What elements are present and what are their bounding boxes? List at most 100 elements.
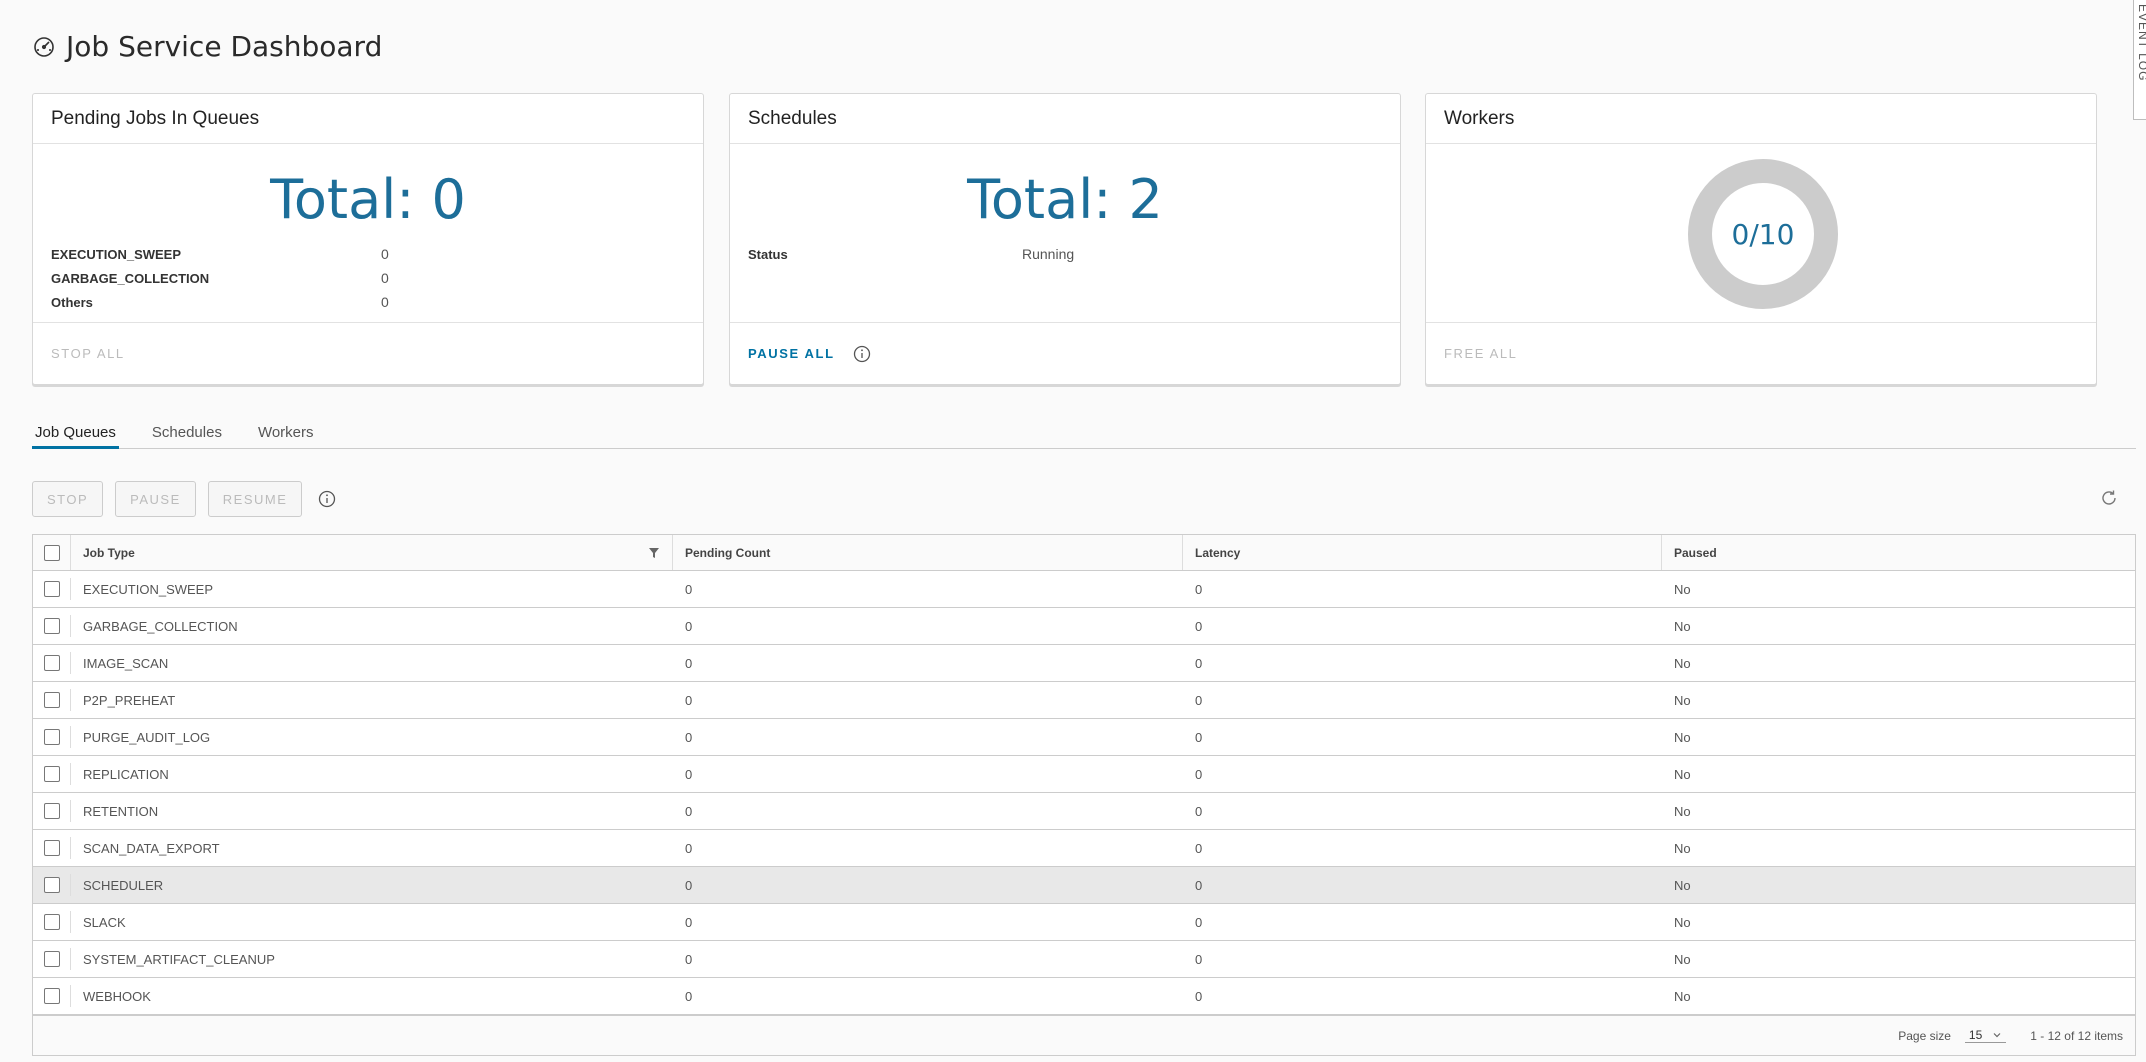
resume-button[interactable]: RESUME — [207, 481, 303, 517]
cell-job-type: SCAN_DATA_EXPORT — [83, 840, 220, 856]
cell-pending-count: 0 — [685, 951, 693, 967]
info-icon[interactable] — [853, 345, 871, 363]
schedules-card: Schedules Total: 2 Status Running PAUSE … — [729, 93, 1401, 385]
row-checkbox[interactable] — [43, 581, 60, 597]
free-all-button[interactable]: FREE ALL — [1444, 346, 1518, 361]
pending-jobs-card: Pending Jobs In Queues Total: 0 EXECUTIO… — [32, 93, 704, 385]
pending-jobs-card-footer: STOP ALL — [33, 322, 703, 384]
chevron-down-icon — [1992, 1030, 2002, 1040]
row-checkbox[interactable] — [43, 692, 60, 708]
cell-pending-count: 0 — [685, 692, 693, 708]
row-select-cell — [33, 911, 71, 933]
row-checkbox[interactable] — [43, 618, 60, 634]
stop-all-button[interactable]: STOP ALL — [51, 346, 125, 361]
schedules-total: Total: 2 — [967, 168, 1163, 231]
cell-job-type: SYSTEM_ARTIFACT_CLEANUP — [83, 951, 275, 967]
cell-job-type: WEBHOOK — [83, 988, 151, 1004]
cell-latency: 0 — [1195, 729, 1203, 745]
cell-paused: No — [1674, 655, 1691, 671]
cell-job-type: P2P_PREHEAT — [83, 692, 176, 708]
stop-button[interactable]: STOP — [32, 481, 104, 517]
row-checkbox[interactable] — [43, 729, 60, 745]
cell-pending-count: 0 — [685, 655, 693, 671]
header-latency[interactable]: Latency — [1183, 535, 1662, 570]
row-checkbox[interactable] — [43, 914, 60, 930]
page-size-select[interactable]: 15 — [1964, 1028, 2007, 1043]
event-log-tab[interactable]: EVENT LOG — [2133, 0, 2146, 120]
cell-pending-count: 0 — [685, 840, 693, 856]
tab-workers[interactable]: Workers — [257, 424, 314, 441]
pending-row-key: Others — [51, 294, 93, 310]
cell-latency: 0 — [1195, 914, 1203, 930]
tab-bar: Job Queues Schedules Workers — [32, 420, 2136, 449]
row-checkbox[interactable] — [43, 655, 60, 671]
workers-card-footer: FREE ALL — [1426, 322, 2096, 384]
table-row[interactable]: SCAN_DATA_EXPORT 0 0 No — [33, 830, 2135, 867]
row-select-cell — [33, 837, 71, 859]
job-queues-table: Job Type Pending Count Latency Paused EX… — [32, 534, 2136, 1056]
row-select-cell — [33, 689, 71, 711]
table-row[interactable]: SYSTEM_ARTIFACT_CLEANUP 0 0 No — [33, 941, 2135, 978]
table-row[interactable]: P2P_PREHEAT 0 0 No — [33, 682, 2135, 719]
cell-paused: No — [1674, 618, 1691, 634]
table-row[interactable]: RETENTION 0 0 No — [33, 793, 2135, 830]
cell-pending-count: 0 — [685, 914, 693, 930]
row-checkbox[interactable] — [43, 988, 60, 1004]
cell-job-type: EXECUTION_SWEEP — [83, 581, 214, 597]
cell-paused: No — [1674, 581, 1691, 597]
table-row[interactable]: GARBAGE_COLLECTION 0 0 No — [33, 608, 2135, 645]
refresh-icon[interactable] — [2099, 488, 2119, 508]
cell-job-type: PURGE_AUDIT_LOG — [83, 729, 211, 745]
tab-job-queues[interactable]: Job Queues — [32, 420, 119, 449]
row-select-cell — [33, 726, 71, 748]
page-title-text: Job Service Dashboard — [66, 29, 383, 63]
workers-donut: 0/10 — [1687, 158, 1839, 310]
table-row[interactable]: IMAGE_SCAN 0 0 No — [33, 645, 2135, 682]
pending-row-key: GARBAGE_COLLECTION — [51, 270, 210, 286]
row-select-cell — [33, 652, 71, 674]
schedules-status-value: Running — [1022, 246, 1075, 262]
select-all-checkbox[interactable] — [43, 544, 60, 561]
header-pending-count[interactable]: Pending Count — [673, 535, 1183, 570]
table-row[interactable]: WEBHOOK 0 0 No — [33, 978, 2135, 1015]
cell-pending-count: 0 — [685, 729, 693, 745]
cell-latency: 0 — [1195, 692, 1203, 708]
cell-latency: 0 — [1195, 988, 1203, 1004]
cell-job-type: SLACK — [83, 914, 126, 930]
pause-all-button[interactable]: PAUSE ALL — [748, 346, 835, 361]
cell-latency: 0 — [1195, 618, 1203, 634]
workers-card-title: Workers — [1426, 94, 2096, 144]
row-checkbox[interactable] — [43, 877, 60, 893]
table-header: Job Type Pending Count Latency Paused — [33, 535, 2135, 571]
header-paused[interactable]: Paused — [1674, 545, 1717, 560]
table-row[interactable]: REPLICATION 0 0 No — [33, 756, 2135, 793]
table-row[interactable]: SCHEDULER 0 0 No — [33, 867, 2135, 904]
tab-schedules[interactable]: Schedules — [151, 424, 222, 441]
row-checkbox[interactable] — [43, 840, 60, 856]
schedules-status-list: Status Running — [730, 242, 1400, 266]
row-checkbox[interactable] — [43, 803, 60, 819]
row-select-cell — [33, 578, 71, 600]
info-icon[interactable] — [318, 490, 336, 508]
cell-latency: 0 — [1195, 803, 1203, 819]
schedules-card-footer: PAUSE ALL — [730, 322, 1400, 384]
row-checkbox[interactable] — [43, 766, 60, 782]
cell-job-type: REPLICATION — [83, 766, 169, 782]
cell-paused: No — [1674, 988, 1691, 1004]
table-body: EXECUTION_SWEEP 0 0 No GARBAGE_COLLECTION 0 0 N… — [33, 571, 2135, 1015]
cell-paused: No — [1674, 840, 1691, 856]
pause-button[interactable]: PAUSE — [115, 481, 196, 517]
table-row[interactable]: SLACK 0 0 No — [33, 904, 2135, 941]
cell-paused: No — [1674, 766, 1691, 782]
table-row[interactable]: EXECUTION_SWEEP 0 0 No — [33, 571, 2135, 608]
schedules-status-key: Status — [748, 246, 788, 262]
schedules-card-title: Schedules — [730, 94, 1400, 144]
filter-icon[interactable] — [648, 547, 660, 559]
row-checkbox[interactable] — [43, 951, 60, 967]
table-row[interactable]: PURGE_AUDIT_LOG 0 0 No — [33, 719, 2135, 756]
cell-job-type: RETENTION — [83, 803, 159, 819]
workers-donut-label: 0/10 — [1731, 217, 1795, 251]
cell-pending-count: 0 — [685, 766, 693, 782]
header-job-type[interactable]: Job Type — [71, 535, 673, 570]
pending-row-garbage-collection: GARBAGE_COLLECTION 0 — [51, 266, 703, 290]
